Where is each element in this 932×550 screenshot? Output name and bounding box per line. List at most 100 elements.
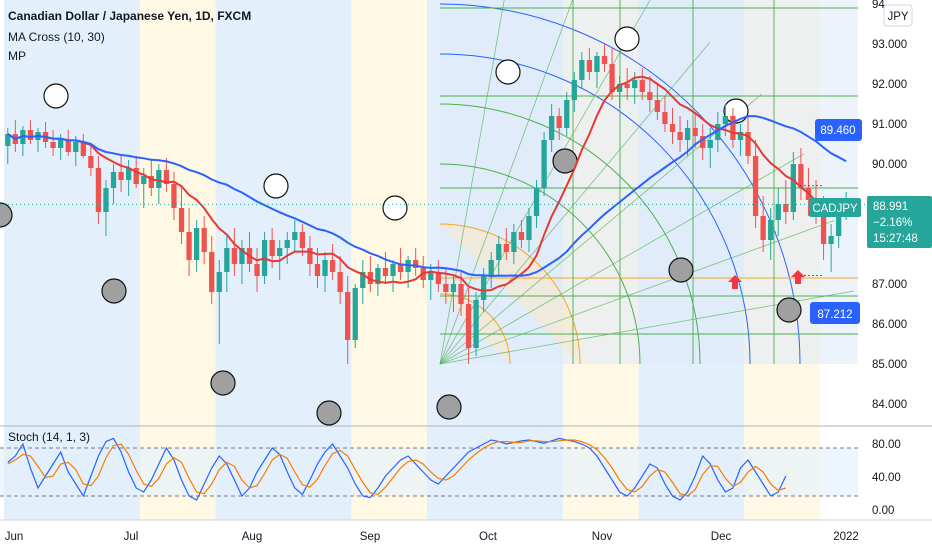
- gann-fan-line-2: [439, 219, 835, 365]
- candle-body-102: [775, 204, 781, 220]
- candle-body-93: [707, 140, 713, 148]
- candle-body-8: [65, 140, 71, 152]
- candle-body-25: [193, 228, 200, 260]
- y-tick-label-5: 87.000: [872, 279, 907, 291]
- candle-body-26: [201, 228, 207, 252]
- x-tick-label-3: Sep: [360, 531, 380, 543]
- stoch-band: [0, 448, 858, 496]
- cycle-circle-4: [316, 400, 342, 426]
- candle-body-56: [428, 272, 434, 280]
- cycle-circle-8: [495, 59, 521, 85]
- candle-body-73: [556, 116, 562, 128]
- lower-range-badge: 87.212: [810, 302, 860, 324]
- currency-button-label: JPY: [887, 11, 908, 23]
- candle-body-69: [526, 216, 532, 240]
- last-price-change: −2.16%: [873, 217, 912, 229]
- cycle-circle-7: [382, 195, 408, 221]
- candle-body-16: [125, 168, 132, 180]
- stoch-tick-0: 0.00: [872, 505, 894, 517]
- candle-body-18: [141, 176, 147, 184]
- candle-body-31: [239, 248, 245, 264]
- candle-body-75: [571, 80, 577, 100]
- candle-body-108: [820, 212, 827, 244]
- y-tick-label-6: 86.000: [872, 319, 907, 331]
- candle-body-0: [5, 134, 11, 146]
- candle-body-22: [171, 184, 177, 208]
- gann-fan-line-8: [439, 0, 505, 365]
- gann-fan-line-7: [439, 0, 573, 365]
- x-tick-label-0: Jun: [5, 531, 24, 543]
- candle-body-50: [382, 268, 389, 276]
- candle-body-33: [254, 264, 260, 276]
- candle-body-78: [594, 56, 600, 72]
- candle-body-71: [541, 140, 547, 188]
- x-tick-label-6: Dec: [711, 531, 732, 543]
- candle-body-83: [632, 80, 638, 88]
- candle-body-11: [88, 156, 94, 168]
- candle-body-9: [73, 142, 79, 152]
- background-band-1: [139, 0, 216, 520]
- candle-body-76: [579, 60, 585, 80]
- stoch-label: Stoch (14, 1, 3): [8, 430, 90, 444]
- candle-body-77: [586, 60, 593, 72]
- candle-body-57: [435, 272, 441, 284]
- candle-body-6: [50, 142, 56, 148]
- candle-body-46: [352, 288, 358, 340]
- y-tick-label-8: 84.000: [872, 399, 907, 411]
- y-tick-label-3: 91.000: [872, 119, 907, 131]
- candle-body-20: [156, 170, 162, 188]
- candle-body-90: [684, 128, 691, 140]
- candle-body-61: [465, 304, 472, 348]
- mp-label: MP: [8, 49, 26, 63]
- stoch-tick-40: 40.00: [872, 472, 901, 484]
- x-tick-label-2: Aug: [242, 531, 262, 543]
- x-tick-label-5: Nov: [592, 531, 613, 543]
- cycle-circles: [0, 26, 802, 426]
- candle-body-48: [367, 272, 373, 284]
- candle-body-94: [715, 124, 721, 140]
- candle-body-7: [58, 140, 64, 148]
- candle-body-95: [722, 116, 729, 124]
- symbol-badge: CADJPY: [809, 198, 861, 217]
- candle-body-59: [450, 284, 457, 292]
- candle-body-15: [118, 172, 124, 180]
- bar-countdown: 15:27:48: [873, 233, 918, 245]
- price-axis: 94 93.000 92.000 91.000 90.000 87.000 86.000 85…: [0, 0, 907, 411]
- candle-body-3: [27, 130, 34, 140]
- candle-body-29: [224, 248, 230, 272]
- candle-body-39: [299, 232, 306, 248]
- candle-body-28: [216, 272, 222, 292]
- candle-body-23: [178, 208, 185, 232]
- candle-body-85: [647, 92, 653, 100]
- currency-button[interactable]: JPY: [883, 4, 913, 27]
- candle-body-110: [836, 208, 842, 236]
- candle-body-68: [518, 232, 525, 240]
- candle-body-45: [345, 292, 351, 340]
- candle-body-109: [828, 236, 834, 244]
- cycle-circle-6: [263, 173, 289, 199]
- candle-body-13: [103, 188, 109, 212]
- cycle-circle-10: [614, 26, 640, 52]
- candle-body-38: [292, 232, 298, 240]
- x-tick-label-7: 2022: [833, 531, 859, 543]
- y-tick-label-7: 85.000: [872, 359, 907, 371]
- y-tick-label-1: 93.000: [872, 39, 907, 51]
- candle-body-44: [337, 272, 343, 292]
- buy-arrow-0: [728, 275, 742, 289]
- candle-body-36: [277, 248, 283, 256]
- candle-body-17: [133, 168, 139, 184]
- time-axis: Jun Jul Aug Sep Oct Nov Dec 2022: [0, 519, 932, 543]
- candle-body-97: [737, 132, 744, 140]
- stoch-tick-80: 80.00: [872, 439, 901, 451]
- candle-body-91: [692, 128, 698, 136]
- candle-body-104: [790, 164, 796, 212]
- candle-body-60: [458, 284, 464, 304]
- candle-body-103: [783, 204, 789, 212]
- candle-body-101: [768, 220, 774, 240]
- last-price-value: 88.991: [873, 201, 908, 213]
- candle-body-41: [314, 264, 321, 276]
- ma-slow-line: [7, 115, 847, 278]
- y-tick-label-0: 94: [872, 0, 885, 11]
- upper-range-value: 89.460: [820, 125, 855, 137]
